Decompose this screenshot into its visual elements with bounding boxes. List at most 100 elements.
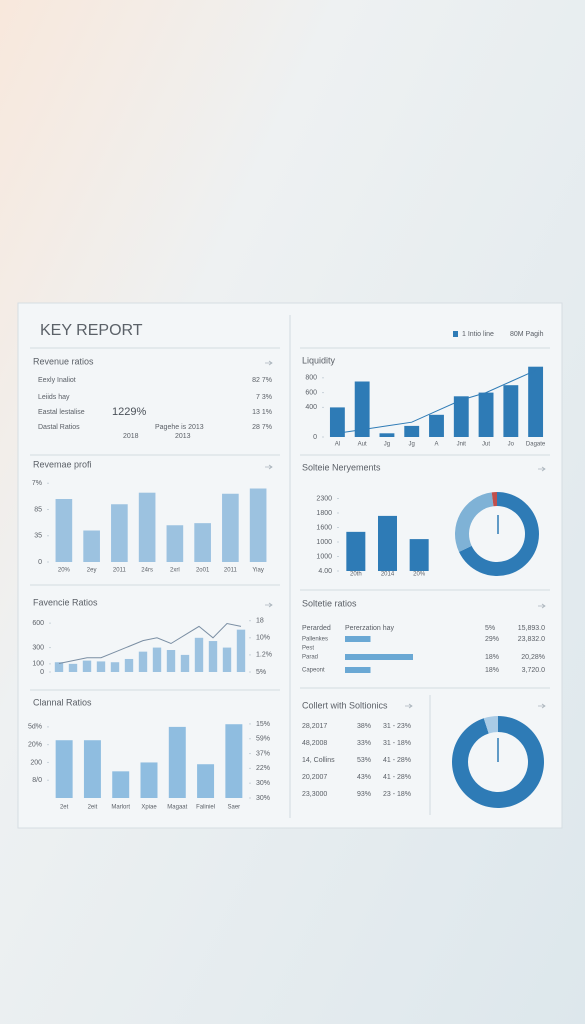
- y-tick-label: 0: [313, 434, 317, 441]
- y2-tick-label: 22%: [256, 765, 270, 772]
- legend-swatch: [453, 331, 458, 337]
- table-cell: 23 - 18%: [383, 791, 411, 798]
- y-tick-label: 35: [34, 533, 42, 540]
- bar: [222, 647, 232, 672]
- bar: [54, 662, 64, 672]
- y2-tick-label: 37%: [256, 750, 270, 757]
- y-tick-label: 300: [32, 644, 44, 651]
- y-tick-label: 200: [30, 759, 42, 766]
- x-tick-label: Aut: [358, 442, 367, 448]
- y-tick-label: 8/0: [32, 777, 42, 784]
- bar: [124, 658, 134, 672]
- x-tick-label: 20%: [413, 572, 426, 578]
- table-cell: 31 - 18%: [383, 740, 411, 747]
- x-tick-label: Xpiae: [141, 805, 157, 811]
- bar: [166, 650, 176, 672]
- bar: [346, 531, 366, 571]
- table-cell: 53%: [357, 757, 371, 764]
- x-tick-label: Magaat: [167, 805, 187, 811]
- bar: [249, 488, 267, 562]
- bar: [83, 740, 101, 798]
- x-tick-label: Yiay: [252, 568, 263, 574]
- legend-label: 80M Pagih: [510, 331, 544, 338]
- y-tick-label: 7%: [32, 480, 42, 487]
- bar: [55, 499, 73, 562]
- bar: [345, 667, 371, 673]
- table-cell: 41 - 28%: [383, 774, 411, 781]
- panel-title: Collert with Soltionics: [302, 700, 388, 710]
- row-value: 13 1%: [252, 409, 272, 416]
- table-cell: 20,2007: [302, 774, 327, 781]
- row-label: Leiids hay: [38, 394, 70, 401]
- line: [337, 369, 536, 434]
- y-tick-label: 4.00: [318, 568, 332, 575]
- x-tick-label: 2011: [224, 568, 238, 574]
- year-label: 2018: [123, 433, 139, 440]
- table-cell: 41 - 28%: [383, 757, 411, 764]
- bar: [110, 662, 120, 672]
- header-cell: 15,893.0: [518, 625, 545, 632]
- bar: [528, 366, 544, 437]
- y-tick-label: 800: [305, 375, 317, 382]
- y2-tick-label: 1.2%: [256, 652, 272, 659]
- x-tick-label: Al: [335, 442, 340, 448]
- bar: [96, 661, 106, 672]
- y-tick-label: 85: [34, 506, 42, 513]
- row-value: 82 7%: [252, 377, 272, 384]
- x-tick-label: 2xrl: [170, 568, 180, 574]
- y-tick-label: 1000: [316, 539, 332, 546]
- x-tick-label: Jg: [409, 442, 415, 448]
- donut-slice: [452, 716, 544, 808]
- donut-slice: [454, 492, 494, 552]
- x-tick-label: Saer: [228, 805, 241, 811]
- table-cell: 23,3000: [302, 791, 327, 798]
- x-tick-label: 2eit: [88, 805, 98, 811]
- y-tick-label: 0: [40, 669, 44, 676]
- x-tick-label: Dagate: [526, 442, 546, 448]
- bar: [112, 771, 130, 798]
- report-title: KEY REPORT: [40, 322, 143, 339]
- table-cell: 18%: [485, 654, 499, 661]
- chart-title: Clannal Ratios: [33, 697, 92, 707]
- row-note: Pagehe is 2013: [155, 424, 204, 431]
- chart-title: Solteie Neryements: [302, 462, 381, 472]
- row-label: Eastal lestalise: [38, 409, 85, 416]
- table-cell: 20,28%: [521, 654, 545, 661]
- separators: [30, 315, 550, 818]
- bar: [140, 762, 158, 798]
- table-cell: 31 - 23%: [383, 723, 411, 730]
- table-cell: 29%: [485, 636, 499, 643]
- arrows: [265, 360, 546, 709]
- x-tick-label: 20th: [350, 572, 362, 578]
- y-tick-label: 2300: [316, 495, 332, 502]
- panel-title: Revenue ratios: [33, 356, 94, 366]
- bar: [194, 523, 211, 562]
- bar: [354, 381, 370, 437]
- y2-tick-label: 30%: [256, 795, 270, 802]
- donut-slice: [458, 492, 539, 576]
- row-value: 28 7%: [252, 424, 272, 431]
- bar: [236, 629, 246, 672]
- y-tick-label: 5d%: [28, 724, 42, 731]
- bar: [379, 433, 395, 437]
- bar: [478, 392, 494, 437]
- table-cell: 33%: [357, 740, 371, 747]
- row-label: Capeont: [302, 668, 325, 674]
- bar: [197, 764, 215, 798]
- bar: [168, 726, 186, 798]
- bar: [222, 493, 239, 562]
- table-cell: 23,832.0: [518, 636, 545, 643]
- y2-tick-label: 15%: [256, 721, 270, 728]
- bar: [345, 636, 371, 642]
- bar: [138, 492, 156, 562]
- y-tick-label: 600: [32, 620, 44, 627]
- y2-tick-label: 59%: [256, 736, 270, 743]
- y-tick-label: 0: [38, 559, 42, 566]
- bar: [68, 663, 78, 672]
- bar: [429, 414, 444, 437]
- donut-slice: [491, 492, 497, 507]
- y2-tick-label: 5%: [256, 669, 266, 676]
- bar: [111, 504, 128, 562]
- x-tick-label: 2014: [381, 572, 395, 578]
- bar: [378, 515, 397, 571]
